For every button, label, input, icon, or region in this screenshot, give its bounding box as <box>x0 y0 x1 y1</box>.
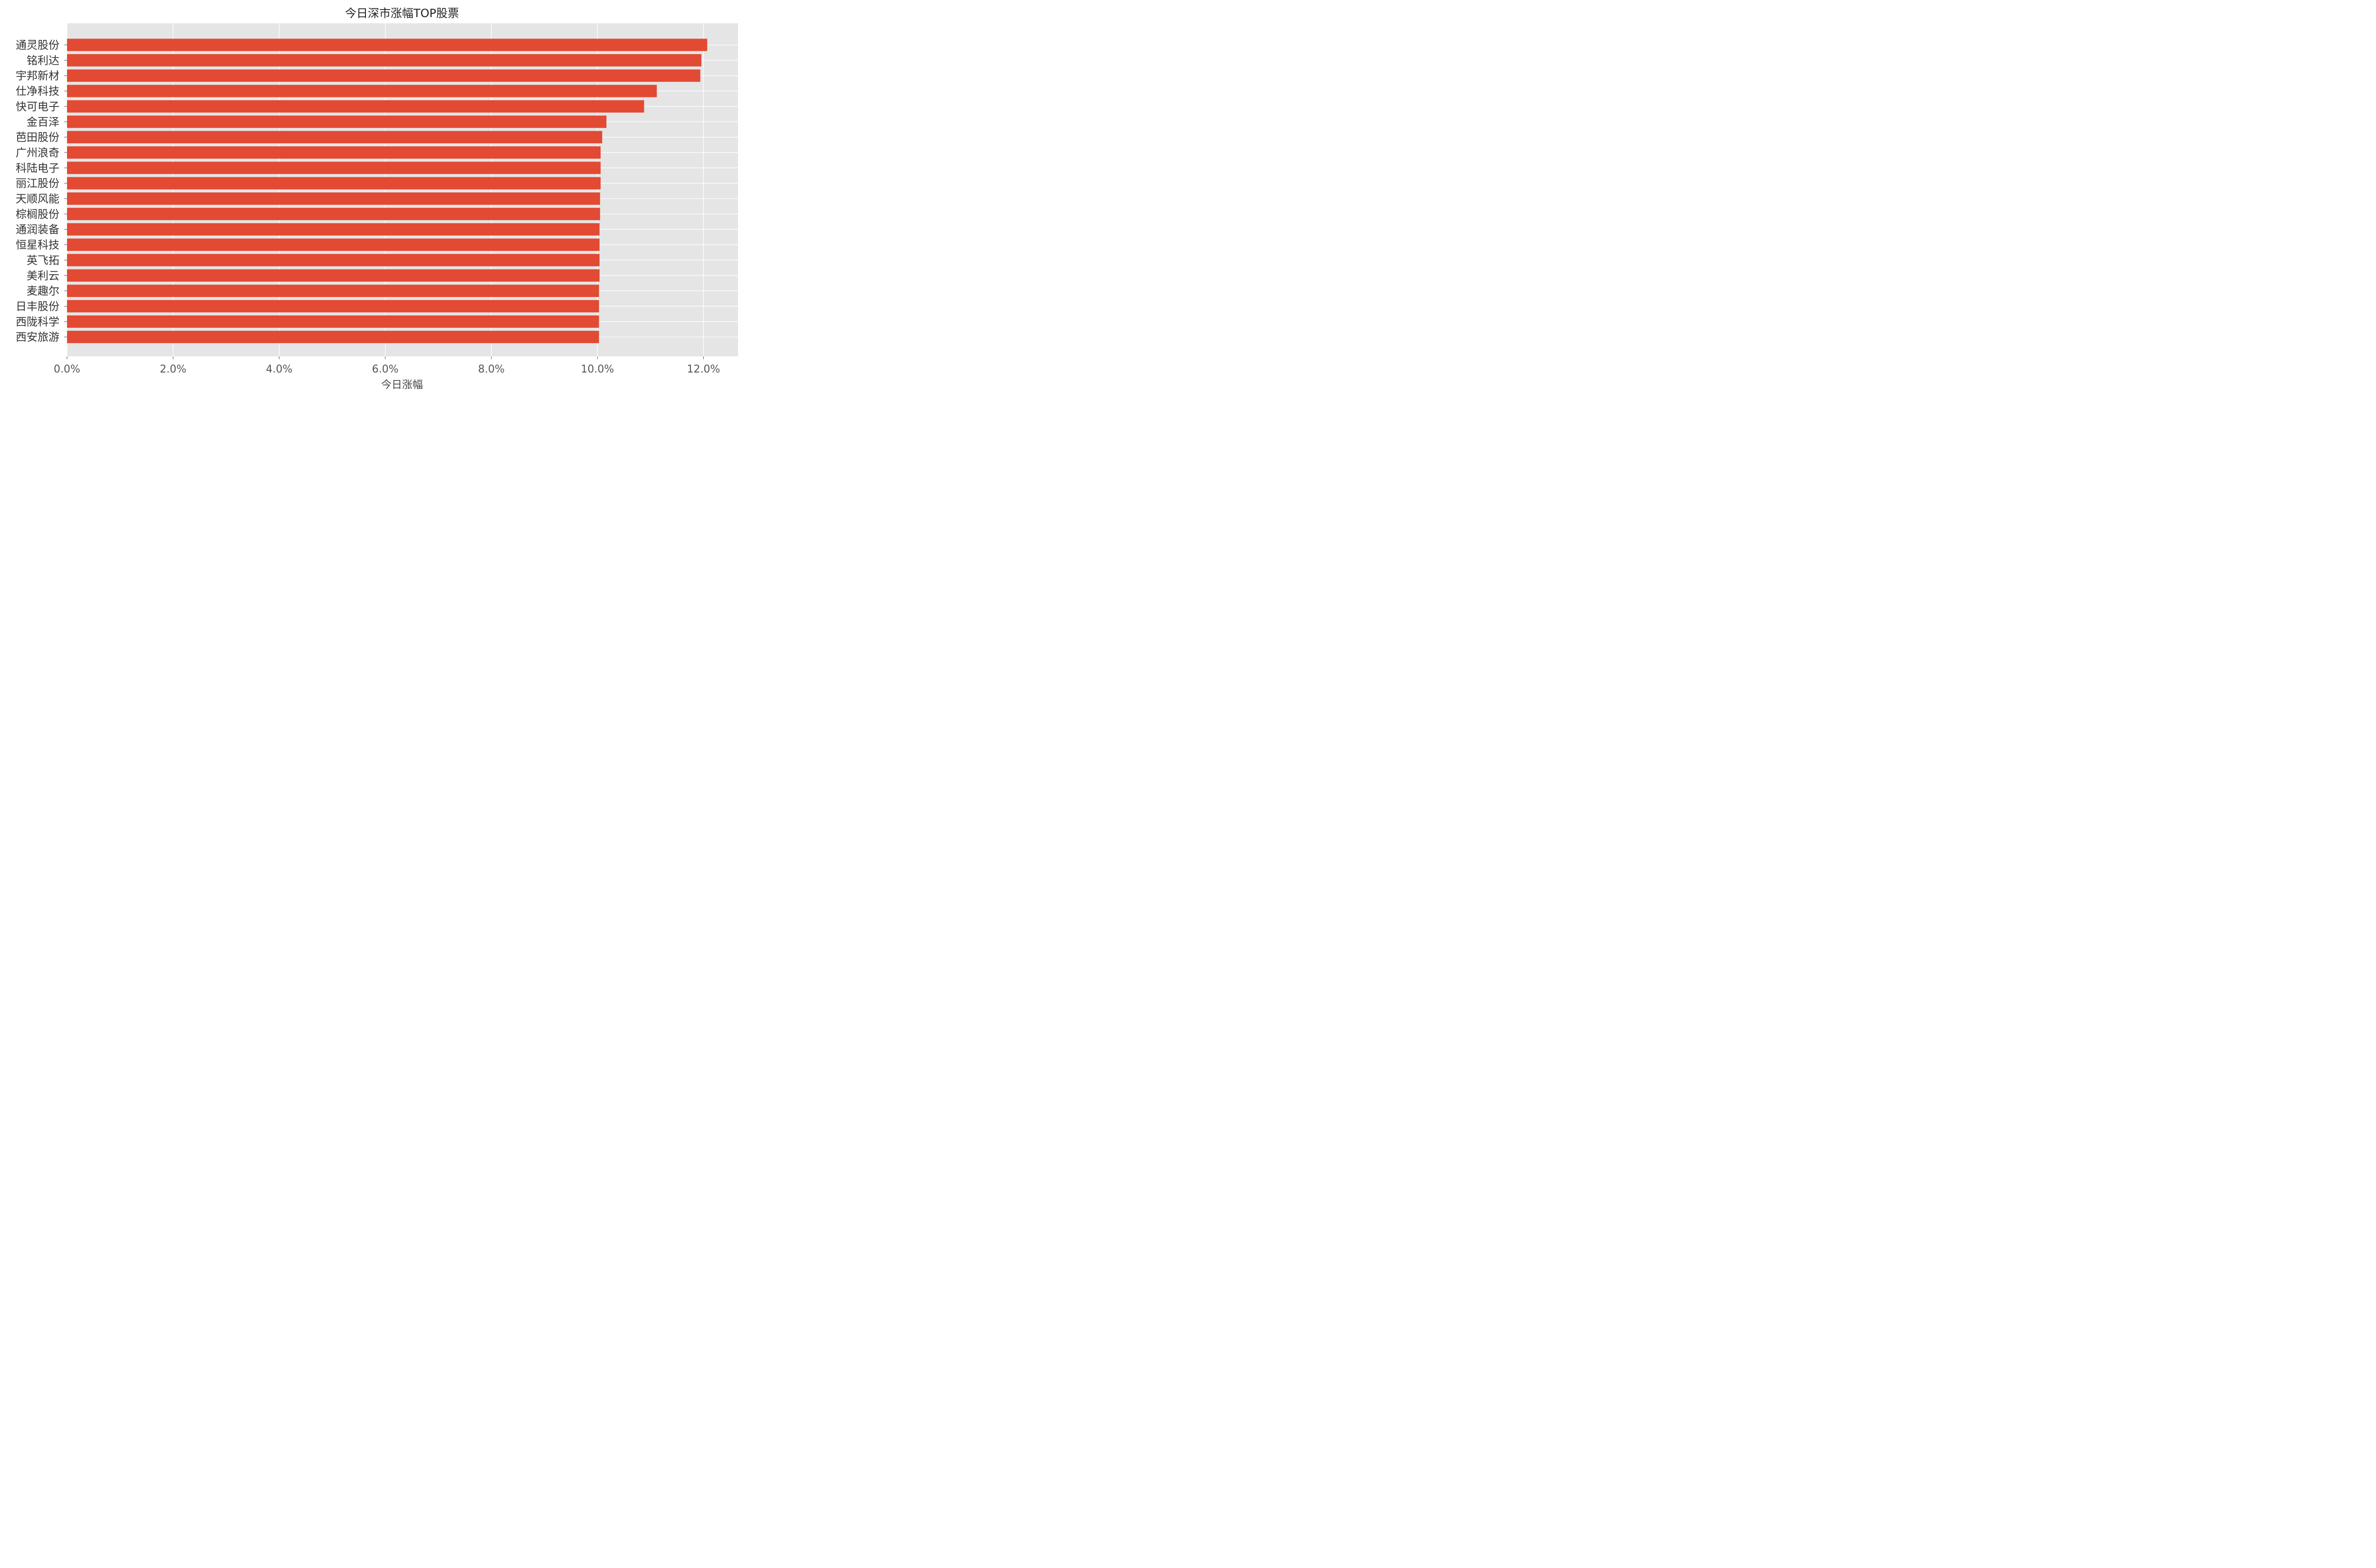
category-label: 通灵股份 <box>16 39 59 52</box>
bar <box>67 115 607 128</box>
x-ticks: 0.0% 2.0% 4.0% 6.0% 8.0% 10.0% 12.0% <box>54 356 720 375</box>
bars <box>67 38 708 344</box>
category-label: 科陆电子 <box>16 162 59 174</box>
category-label: 丽江股份 <box>16 178 59 190</box>
bar <box>67 131 603 143</box>
bar-chart: 通灵股份铭利达宇邦新材仕净科技快可电子金百泽芭田股份广州浪奇科陆电子丽江股份天顺… <box>16 7 738 391</box>
bar <box>67 192 600 205</box>
bar <box>67 162 601 174</box>
bar <box>67 38 708 51</box>
bar <box>67 285 599 297</box>
chart-root: 通灵股份铭利达宇邦新材仕净科技快可电子金百泽芭田股份广州浪奇科陆电子丽江股份天顺… <box>0 0 739 393</box>
category-label: 美利云 <box>27 270 59 282</box>
category-label: 仕净科技 <box>16 86 59 98</box>
category-label: 西陇科学 <box>16 316 59 328</box>
x-tick-label: 2.0% <box>160 363 186 375</box>
category-label: 麦趣尔 <box>27 285 59 297</box>
bar <box>67 300 599 313</box>
category-label: 宇邦新材 <box>16 70 59 82</box>
x-tick-label: 4.0% <box>266 363 293 375</box>
category-label: 广州浪奇 <box>16 147 59 159</box>
bar <box>67 208 600 220</box>
x-tick-label: 6.0% <box>372 363 399 375</box>
bar <box>67 85 657 97</box>
bar <box>67 223 600 236</box>
category-label: 恒星科技 <box>16 239 59 251</box>
category-label: 金百泽 <box>27 116 59 128</box>
bar <box>67 315 599 328</box>
category-labels: 通灵股份铭利达宇邦新材仕净科技快可电子金百泽芭田股份广州浪奇科陆电子丽江股份天顺… <box>16 39 67 344</box>
category-label: 天顺风能 <box>16 193 59 205</box>
bar <box>67 177 601 190</box>
category-label: 通润装备 <box>16 224 59 236</box>
x-tick-label: 10.0% <box>581 363 614 375</box>
bar <box>67 69 700 82</box>
bar <box>67 269 600 282</box>
bar <box>67 146 601 159</box>
category-label: 英飞拓 <box>27 254 59 267</box>
chart-title: 今日深市涨幅TOP股票 <box>345 7 459 20</box>
category-label: 铭利达 <box>27 55 59 67</box>
x-tick-label: 8.0% <box>478 363 505 375</box>
category-label: 棕榈股份 <box>16 208 59 220</box>
bar <box>67 54 701 67</box>
category-label: 西安旅游 <box>16 331 59 344</box>
category-label: 日丰股份 <box>16 300 59 313</box>
bar <box>67 254 600 267</box>
category-label: 快可电子 <box>16 101 59 113</box>
x-tick-label: 0.0% <box>54 363 80 375</box>
category-label: 芭田股份 <box>16 132 59 144</box>
bar <box>67 239 600 251</box>
bar <box>67 100 644 113</box>
x-axis-label: 今日涨幅 <box>381 379 423 391</box>
x-tick-label: 12.0% <box>687 363 720 375</box>
bar <box>67 331 599 344</box>
